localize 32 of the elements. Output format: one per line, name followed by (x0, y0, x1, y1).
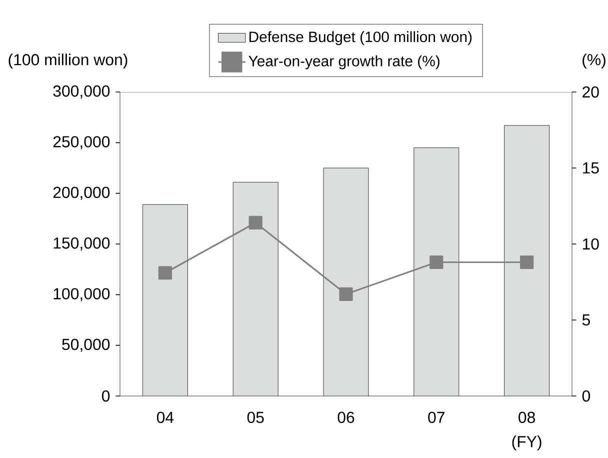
y-tick-label: 200,000 (53, 186, 110, 200)
point (339, 287, 353, 301)
bar (142, 204, 188, 396)
bar (233, 182, 278, 396)
point (430, 255, 444, 270)
x-tick-label: 07 (428, 412, 444, 424)
y2-tick-label: 5 (582, 314, 590, 326)
y2-tick-label: 20 (582, 86, 599, 98)
bar (504, 125, 550, 396)
y2-axis-title: (%) (582, 54, 606, 68)
y2-tick-label: 0 (582, 390, 590, 402)
x-axis-title: (FY) (512, 436, 542, 450)
x-tick-label: 06 (338, 412, 354, 424)
y-tick-label: 100,000 (54, 288, 110, 302)
legend-label: Year-on-year growth rate (%) (248, 55, 440, 70)
y-tick-label: 250,000 (53, 136, 110, 150)
y2-tick-label: 15 (582, 162, 599, 174)
point (520, 255, 534, 270)
bar (414, 148, 459, 396)
bar (324, 168, 368, 396)
y-tick-label: 0 (102, 390, 110, 402)
x-tick-label: 05 (247, 412, 264, 424)
x-tick-label: 08 (518, 412, 535, 424)
point (158, 266, 172, 280)
legend-label: Defense Budget (100 million won) (249, 31, 472, 46)
y-axis-title: (100 million won) (8, 54, 128, 68)
y-tick-label: 50,000 (62, 338, 110, 352)
y2-tick-label: 10 (582, 238, 599, 250)
x-tick-label: 04 (156, 412, 174, 424)
y-tick-label: 150,000 (54, 237, 110, 251)
point (248, 216, 262, 230)
y-tick-label: 300,000 (53, 85, 110, 99)
